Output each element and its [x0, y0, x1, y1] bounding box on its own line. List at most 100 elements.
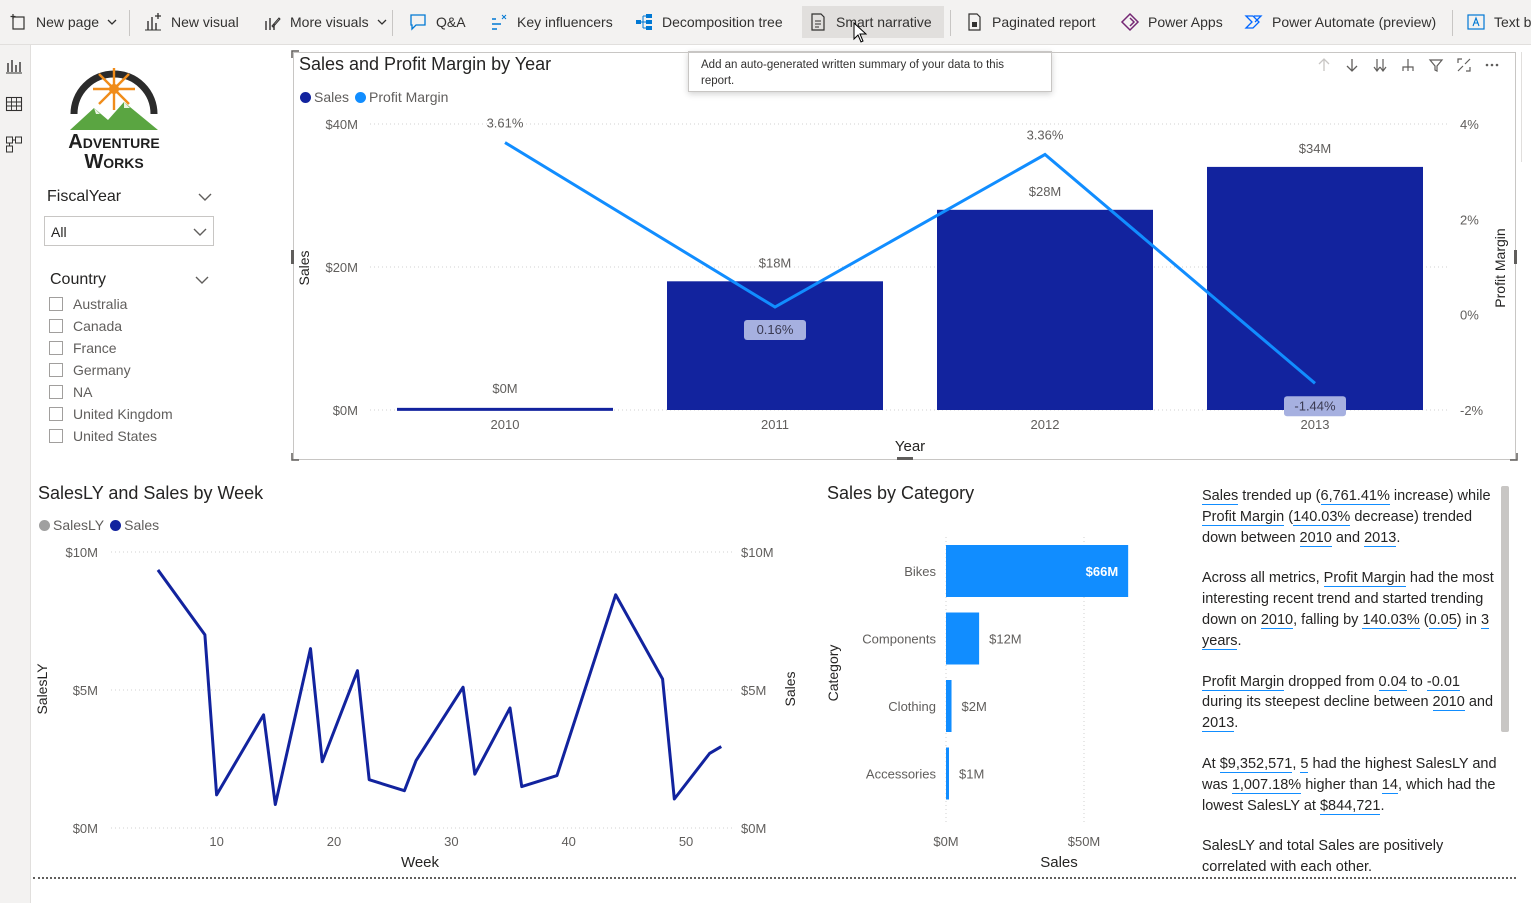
country-option-france[interactable]: France: [49, 338, 117, 358]
legend-item-sales[interactable]: Sales: [110, 517, 159, 533]
narrative-value[interactable]: Profit Margin: [1202, 508, 1285, 526]
narrative-value[interactable]: $9,352,571: [1219, 755, 1293, 773]
narrative-scrollbar[interactable]: [1501, 486, 1509, 732]
narrative-value[interactable]: 140.03%: [1362, 611, 1420, 629]
country-option-na[interactable]: NA: [49, 382, 92, 402]
expand-hierarchy-icon[interactable]: [1400, 57, 1416, 73]
legend-item-sales-ly[interactable]: SalesLY: [39, 517, 104, 533]
checkbox[interactable]: [49, 385, 63, 399]
resize-handle[interactable]: [290, 49, 300, 59]
chart3-y-axis-title: Category: [825, 645, 841, 702]
narrative-value[interactable]: 6,761.41%: [1320, 488, 1390, 505]
narrative-value[interactable]: Profit Margin: [1323, 570, 1406, 588]
checkbox[interactable]: [49, 319, 63, 333]
narrative-value[interactable]: 140.03%: [1293, 508, 1351, 526]
bar-clothing[interactable]: [946, 680, 952, 732]
narrative-value[interactable]: 2010: [1260, 611, 1294, 629]
bar-accessories[interactable]: [946, 747, 949, 800]
narrative-value[interactable]: -0.01: [1426, 673, 1460, 691]
narrative-text-run: and: [1464, 694, 1494, 711]
go-to-next-level-icon[interactable]: [1372, 57, 1388, 73]
paginated-report-button[interactable]: Paginated report: [958, 6, 1102, 38]
resize-handle[interactable]: [897, 457, 913, 460]
x-tick-label: $0M: [933, 834, 958, 849]
bar-sales-2013[interactable]: [1207, 166, 1423, 410]
country-option-label: United Kingdom: [73, 406, 173, 422]
legend-item-profit-margin[interactable]: Profit Margin: [355, 89, 448, 105]
sales-by-week-line-chart[interactable]: $0M $5M $10M $0M $5M $10M 10 20 30 40 50 SalesLY…: [33, 535, 813, 875]
country-option-united-kingdom[interactable]: United Kingdom: [49, 404, 173, 424]
new-page-button[interactable]: New page: [4, 6, 123, 38]
more-options-icon[interactable]: [1484, 57, 1500, 73]
narrative-value[interactable]: 0.04: [1378, 673, 1407, 691]
drill-down-icon[interactable]: [1344, 57, 1360, 73]
bar-sales-2012[interactable]: [937, 209, 1153, 410]
resize-handle[interactable]: [290, 452, 300, 462]
resize-handle[interactable]: [291, 250, 294, 264]
power-automate-button[interactable]: Power Automate (preview): [1238, 6, 1442, 38]
decomposition-tree-button[interactable]: Decomposition tree: [628, 6, 789, 38]
bar-data-label: $66M: [1086, 564, 1119, 579]
narrative-value[interactable]: 2010: [1432, 694, 1465, 712]
key-influencers-button[interactable]: Key influencers: [483, 6, 619, 38]
chart2-y2-axis-title: Sales: [782, 671, 798, 706]
narrative-value[interactable]: 0.05: [1428, 611, 1457, 629]
line-sales[interactable]: [156, 569, 723, 807]
filters-pane-collapsed[interactable]: [1521, 52, 1531, 162]
checkbox[interactable]: [49, 363, 63, 377]
narrative-value[interactable]: $844,721: [1319, 797, 1381, 815]
checkbox[interactable]: [49, 407, 63, 421]
qa-button[interactable]: Q&A: [402, 6, 472, 38]
checkbox[interactable]: [49, 297, 63, 311]
bar-sales-2011[interactable]: [667, 281, 883, 410]
resize-handle[interactable]: [1509, 452, 1519, 462]
bar-sales-2010[interactable]: [397, 407, 613, 411]
drill-up-icon[interactable]: [1316, 57, 1332, 73]
line-profit-margin[interactable]: [504, 141, 1316, 385]
resize-handle[interactable]: [1514, 250, 1517, 264]
narrative-value[interactable]: 2013: [1364, 529, 1397, 547]
chevron-down-icon[interactable]: [198, 192, 212, 202]
sales-profit-combo-chart[interactable]: $0M $20M $40M -2% 0% 2% 4% $0M $18M $28M $34M 3.…: [295, 105, 1515, 460]
narrative-value[interactable]: 5: [1300, 755, 1309, 773]
chart1-title: Sales and Profit Margin by Year: [299, 54, 552, 74]
x-tick-label: 50: [679, 834, 693, 849]
narrative-value[interactable]: 2010: [1299, 529, 1332, 547]
new-visual-button[interactable]: New visual: [137, 6, 245, 38]
text-box-button[interactable]: Text b: [1460, 6, 1531, 38]
power-automate-label: Power Automate (preview): [1272, 14, 1437, 30]
y2-tick-label: 2%: [1460, 212, 1479, 227]
narrative-value[interactable]: 14: [1381, 776, 1398, 794]
sales-by-category-bar-chart[interactable]: $66M $12M $2M $1M Bikes Components Clothing Ac…: [820, 525, 1190, 875]
fiscal-year-dropdown[interactable]: All: [44, 216, 214, 246]
narrative-value[interactable]: 1,007.18%: [1231, 776, 1302, 794]
narrative-value[interactable]: Profit Margin: [1202, 673, 1285, 691]
focus-mode-icon[interactable]: [1456, 57, 1472, 73]
more-visuals-button[interactable]: More visuals: [256, 6, 393, 38]
checkbox[interactable]: [49, 429, 63, 443]
narrative-value[interactable]: 3 years: [1202, 611, 1490, 650]
line-data-label: 0.16%: [757, 322, 794, 337]
category-label: Bikes: [904, 564, 936, 579]
smart-narrative-button[interactable]: Smart narrative: [802, 6, 944, 38]
checkbox[interactable]: [49, 341, 63, 355]
country-option-canada[interactable]: Canada: [49, 316, 122, 336]
narrative-value[interactable]: 2013: [1202, 715, 1235, 733]
data-view-icon[interactable]: [5, 95, 23, 113]
country-option-australia[interactable]: Australia: [49, 294, 127, 314]
chevron-down-icon[interactable]: [195, 275, 209, 285]
power-apps-button[interactable]: Power Apps: [1114, 6, 1229, 38]
adventure-works-logo: Adventure Works: [68, 68, 160, 172]
legend-item-sales[interactable]: Sales: [300, 89, 349, 105]
country-option-united-states[interactable]: United States: [49, 426, 157, 446]
filter-icon[interactable]: [1428, 57, 1444, 73]
narrative-paragraph: Across all metrics, Profit Margin had th…: [1202, 568, 1502, 651]
narrative-value[interactable]: Sales: [1202, 488, 1239, 505]
report-view-icon[interactable]: [5, 57, 23, 75]
bar-data-label: $18M: [759, 255, 792, 270]
country-option-germany[interactable]: Germany: [49, 360, 131, 380]
bar-components[interactable]: [946, 612, 980, 665]
model-view-icon[interactable]: [5, 135, 23, 153]
bar-bikes[interactable]: [946, 545, 1129, 597]
smart-narrative-text[interactable]: Sales trended up (6,761.41% increase) wh…: [1202, 486, 1502, 898]
